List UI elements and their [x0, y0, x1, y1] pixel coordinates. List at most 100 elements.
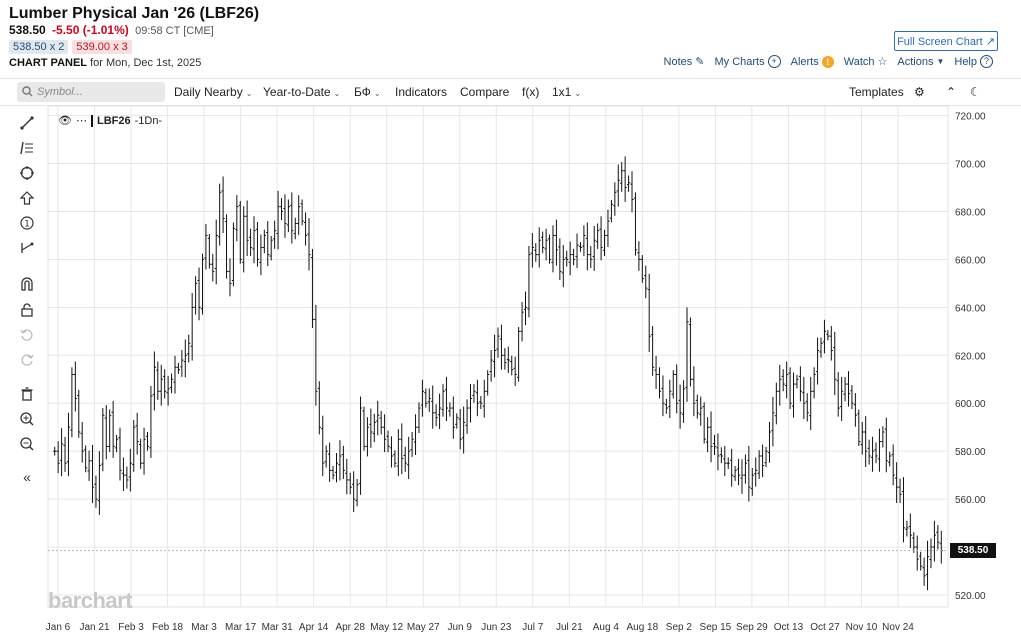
y-tick-label: 680.00 — [955, 207, 986, 218]
full-screen-label: Full Screen Chart — [897, 36, 983, 48]
chevron-down-icon: ⌄ — [245, 89, 253, 98]
redo-icon[interactable] — [17, 350, 37, 370]
x-tick-label: Feb 18 — [152, 622, 184, 633]
settings-gear-icon[interactable]: ⚙ — [914, 85, 925, 99]
x-tick-label: Nov 24 — [882, 622, 914, 633]
compare-button[interactable]: Compare — [460, 85, 510, 99]
alerts-label: Alerts — [790, 55, 819, 68]
y-tick-label: 520.00 — [955, 591, 986, 602]
top-links: Notes ✎ My Charts + Alerts! Watch ☆ Actions… — [664, 55, 993, 68]
actions-menu[interactable]: Actions ▼ — [897, 56, 944, 68]
eye-icon[interactable]: 👁 — [58, 115, 72, 127]
x-tick-label: May 12 — [370, 622, 403, 633]
edit-icon: ✎ — [695, 56, 705, 68]
chevron-down-icon: ⌄ — [574, 89, 582, 98]
x-tick-label: Mar 31 — [262, 622, 294, 633]
last-price-tag: 538.50 — [950, 542, 996, 558]
fx-button[interactable]: f(x) — [522, 85, 540, 99]
ohlc-bar-icon: БФ — [354, 85, 371, 99]
templates-button[interactable]: Templates — [849, 85, 904, 99]
help-link[interactable]: Help? — [954, 55, 993, 68]
my-charts-link[interactable]: My Charts + — [714, 55, 781, 68]
y-tick-label: 640.00 — [955, 303, 986, 314]
last-price: 538.50 — [9, 23, 46, 37]
x-tick-label: Jul 21 — [556, 622, 583, 633]
chart-legend: 👁 ⋯ LBF26 -1Dn- — [58, 114, 162, 127]
x-tick-label: Aug 4 — [593, 622, 620, 633]
x-tick-label: Apr 14 — [299, 622, 329, 633]
x-tick-label: Oct 27 — [810, 622, 840, 633]
x-tick-label: Jun 9 — [448, 622, 473, 633]
theme-moon-icon[interactable]: ☾ — [970, 85, 981, 99]
x-tick-label: Sep 15 — [700, 622, 732, 633]
collapse-sidebar-icon[interactable]: « — [23, 469, 31, 485]
lock-icon[interactable] — [17, 300, 37, 320]
question-icon: ? — [980, 55, 993, 68]
range-dropdown[interactable]: Year-to-Date ⌄ — [263, 79, 340, 105]
layout-label: 1x1 — [552, 85, 572, 99]
x-tick-label: Jul 7 — [522, 622, 544, 633]
x-tick-label: Apr 28 — [335, 622, 365, 633]
y-tick-label: 700.00 — [955, 160, 986, 171]
measure-tool-icon[interactable] — [17, 238, 37, 258]
series-color-swatch — [90, 114, 93, 127]
bid-ask: 538.50 x 2 539.00 x 3 — [9, 40, 132, 54]
x-tick-label: Jan 21 — [80, 622, 110, 633]
collapse-up-icon[interactable]: ⌃ — [946, 85, 957, 99]
watch-link[interactable]: Watch ☆ — [844, 55, 888, 69]
search-icon — [22, 86, 33, 97]
notes-link[interactable]: Notes ✎ — [663, 55, 705, 69]
x-tick-label: Aug 18 — [626, 622, 658, 633]
frequency-dropdown[interactable]: Daily Nearby ⌄ — [174, 79, 252, 105]
layout-dropdown[interactable]: 1x1 ⌄ — [552, 79, 581, 105]
range-label: Year-to-Date — [263, 85, 331, 99]
alert-icon: ! — [821, 55, 834, 68]
fib-tool-icon[interactable] — [17, 138, 37, 158]
y-tick-label: 580.00 — [955, 447, 986, 458]
trendline-tool-icon[interactable] — [17, 113, 37, 133]
trash-icon[interactable] — [17, 384, 37, 404]
y-tick-label: 660.00 — [955, 255, 986, 266]
x-tick-label: Mar 3 — [191, 622, 217, 633]
my-charts-label: My Charts — [714, 55, 765, 68]
price-change: -5.50 (-1.01%) — [52, 23, 129, 37]
x-tick-label: Feb 3 — [118, 622, 144, 633]
svg-text:1: 1 — [24, 220, 30, 230]
zoom-out-icon[interactable] — [17, 434, 37, 454]
x-tick-label: May 27 — [407, 622, 440, 633]
expand-icon: ↗ — [985, 36, 995, 48]
quote-header: Lumber Physical Jan '26 (LBF26) 538.50 -… — [0, 0, 1021, 76]
panel-date: for Mon, Dec 1st, 2025 — [90, 57, 202, 69]
page-title: Lumber Physical Jan '26 (LBF26) — [9, 5, 260, 22]
indicators-button[interactable]: Indicators — [395, 85, 448, 99]
x-tick-label: Jan 6 — [46, 622, 71, 633]
bar-type-dropdown[interactable]: БФ ⌄ — [354, 79, 381, 105]
full-screen-chart-button[interactable]: Full Screen Chart ↗ — [894, 31, 998, 51]
actions-label: Actions — [897, 55, 934, 68]
ask-badge: 539.00 x 3 — [72, 40, 132, 54]
x-tick-label: Sep 2 — [666, 622, 693, 633]
barchart-logo: barchart — [48, 588, 133, 613]
arrow-up-tool-icon[interactable] — [17, 188, 37, 208]
bid-badge: 538.50 x 2 — [9, 40, 69, 54]
quote-time: 09:58 CT [CME] — [135, 25, 214, 37]
x-tick-label: Jun 23 — [481, 622, 511, 633]
shape-tool-icon[interactable] — [17, 163, 37, 183]
alerts-link[interactable]: Alerts! — [790, 55, 834, 68]
undo-icon[interactable] — [17, 325, 37, 345]
y-tick-label: 560.00 — [955, 495, 986, 506]
symbol-search-input[interactable]: Symbol... — [17, 82, 165, 102]
chevron-down-icon: ⌄ — [333, 89, 341, 98]
x-tick-label: Nov 10 — [846, 622, 878, 633]
x-tick-label: Mar 17 — [225, 622, 257, 633]
quote-line: 538.50 -5.50 (-1.01%) 09:58 CT [CME] — [9, 23, 214, 37]
annotation-tool-icon[interactable]: 1 — [17, 213, 37, 233]
chevron-down-icon: ⌄ — [373, 89, 381, 98]
zoom-in-icon[interactable] — [17, 409, 37, 429]
magnet-icon[interactable] — [17, 274, 37, 294]
more-options-icon[interactable]: ⋯ — [75, 115, 87, 127]
x-tick-label: Sep 29 — [736, 622, 768, 633]
notes-label: Notes — [663, 55, 693, 68]
caret-down-icon: ▼ — [936, 57, 945, 66]
